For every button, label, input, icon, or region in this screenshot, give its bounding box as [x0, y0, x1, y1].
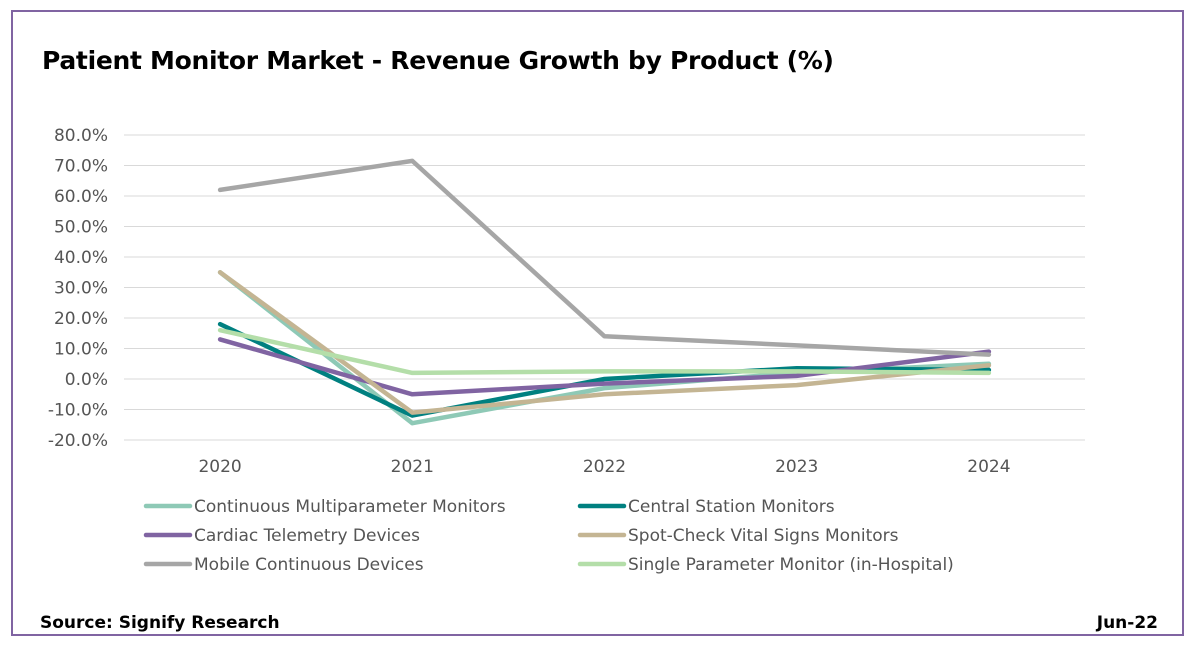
y-tick-label: -10.0% [48, 401, 108, 421]
chart-title: Patient Monitor Market - Revenue Growth … [42, 46, 834, 75]
series-line-single-parameter-monitor-in-hospital [217, 327, 992, 376]
legend-label: Single Parameter Monitor (in-Hospital) [628, 555, 954, 575]
x-tick-label: 2023 [775, 457, 818, 477]
chart-frame [11, 10, 1184, 636]
y-tick-label: 30.0% [54, 279, 108, 299]
x-tick-label: 2022 [583, 457, 626, 477]
date-note: Jun-22 [1096, 613, 1158, 633]
y-tick-label: 70.0% [54, 157, 108, 177]
y-tick-label: 80.0% [54, 126, 108, 146]
x-tick-label: 2024 [967, 457, 1010, 477]
source-note: Source: Signify Research [40, 613, 280, 633]
legend-label: Continuous Multiparameter Monitors [194, 497, 506, 517]
x-tick-label: 2021 [391, 457, 434, 477]
y-tick-label: 20.0% [54, 309, 108, 329]
x-tick-label: 2020 [198, 457, 241, 477]
y-tick-label: 50.0% [54, 218, 108, 238]
y-tick-label: 0.0% [65, 370, 108, 390]
series-line-mobile-continuous-devices [217, 158, 992, 357]
legend-label: Mobile Continuous Devices [194, 555, 424, 575]
y-tick-label: 10.0% [54, 340, 108, 360]
series-line-cardiac-telemetry-devices [217, 337, 992, 397]
series-line-spot-check-vital-signs-monitors [217, 270, 992, 415]
y-tick-label: 60.0% [54, 187, 108, 207]
legend-label: Cardiac Telemetry Devices [194, 526, 420, 546]
y-tick-label: -20.0% [48, 431, 108, 451]
legend-label: Spot-Check Vital Signs Monitors [628, 526, 899, 546]
legend-label: Central Station Monitors [628, 497, 835, 517]
y-tick-label: 40.0% [54, 248, 108, 268]
